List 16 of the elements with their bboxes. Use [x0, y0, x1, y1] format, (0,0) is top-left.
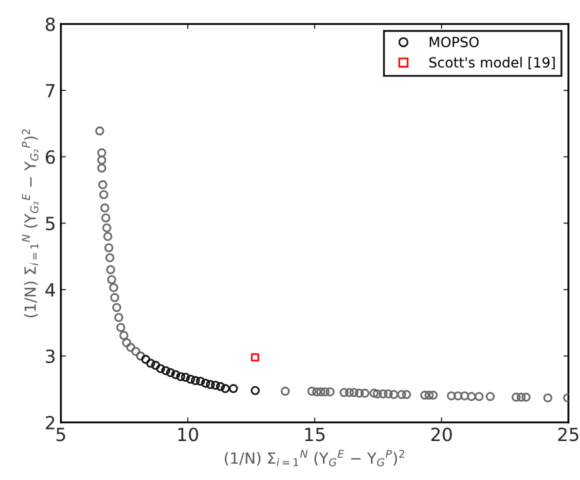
y-tick-label: 4: [45, 283, 56, 296]
legend-label: MOPSO: [430, 36, 479, 48]
x-tick-label: 15: [305, 428, 325, 442]
x-tick-label: 25: [558, 428, 578, 442]
y-tick-label: 8: [46, 17, 55, 32]
y-tick-label: 6: [46, 150, 55, 164]
y-tick-label: 5: [46, 216, 54, 230]
x-tick-label: 10: [178, 428, 198, 442]
y-tick-label: 7: [46, 84, 54, 98]
x-tick-label: 20: [431, 428, 452, 442]
x-tick-label: 5: [56, 428, 66, 442]
legend-label: Scott's model [19]: [429, 56, 555, 70]
text: (1/N) Σ$_{i=1}$$^{N}$ (Y$_{G}$$^{E}$ − Y$_{G}$$^{P}$)$^{2}$: [224, 450, 404, 466]
y-tick-label: 2: [46, 416, 54, 430]
text: (1/N) Σ$_{i=1}$$^{N}$ (Y$_{G₂}$$^{E}$ − Y$_{G₂}$$^{P}$)$^{2}$: [22, 129, 38, 318]
y-tick-label: 3: [46, 349, 55, 364]
